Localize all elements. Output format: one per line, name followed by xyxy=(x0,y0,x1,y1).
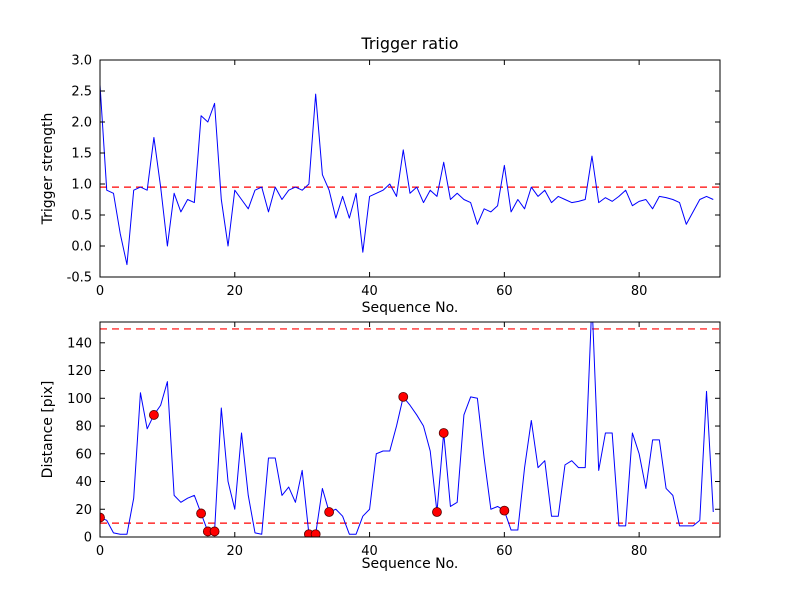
bottom-xlabel: Sequence No. xyxy=(362,556,459,572)
trigger-event-marker xyxy=(438,428,449,438)
y-tick-label: 40 xyxy=(75,475,92,490)
figure-title: Trigger ratio xyxy=(360,34,458,53)
y-tick-label: 60 xyxy=(75,447,92,462)
y-tick-label: 1.5 xyxy=(71,147,92,162)
top-xlabel: Sequence No. xyxy=(362,300,459,316)
trigger-event-marker xyxy=(499,505,510,516)
top-ylabel: Trigger strength xyxy=(40,113,56,226)
trigger-event-marker xyxy=(196,508,206,519)
axes-frame xyxy=(99,321,721,538)
x-tick-label: 20 xyxy=(227,284,244,299)
y-tick-label: 100 xyxy=(67,392,92,407)
y-tick-label: 2.0 xyxy=(71,116,92,131)
y-tick-label: 0.0 xyxy=(71,240,92,255)
trigger-event-marker xyxy=(432,507,442,517)
bottom-ylabel: Distance [pix] xyxy=(40,381,56,479)
trigger-event-marker xyxy=(100,512,105,523)
x-tick-label: 20 xyxy=(227,544,244,559)
y-tick-label: -0.5 xyxy=(67,271,92,286)
y-tick-label: 80 xyxy=(75,420,92,435)
trigger-event-marker xyxy=(398,391,409,402)
y-tick-label: 0.5 xyxy=(71,209,92,224)
y-tick-label: 3.0 xyxy=(71,54,92,69)
x-tick-label: 60 xyxy=(496,284,513,299)
distance-line xyxy=(100,322,714,535)
x-tick-label: 80 xyxy=(631,544,648,559)
y-tick-label: 20 xyxy=(75,503,92,518)
y-tick-label: 2.5 xyxy=(71,85,92,100)
trigger-event-marker xyxy=(324,507,335,517)
y-tick-label: 1.0 xyxy=(71,178,92,193)
y-tick-label: 0 xyxy=(84,531,92,546)
x-tick-label: 0 xyxy=(96,284,104,299)
trigger-event-marker xyxy=(310,529,321,537)
top-plot-trigger-strength: 0 20 40 60 80 -0.5 0.0 0.5 1.0 1.5 2.0 2.5 3.0 xyxy=(67,54,721,299)
bottom-plot-distance: 0 20 40 60 80 0 20 40 60 80 100 120 140 xyxy=(67,321,721,559)
x-tick-label: 0 xyxy=(96,544,104,559)
x-tick-label: 40 xyxy=(361,544,378,559)
x-tick-label: 60 xyxy=(496,544,513,559)
trigger-strength-line xyxy=(100,84,714,266)
trigger-event-marker xyxy=(209,526,220,537)
trigger-event-marker xyxy=(149,410,159,420)
x-tick-label: 40 xyxy=(361,284,378,299)
y-tick-label: 140 xyxy=(67,336,92,351)
x-tick-label: 80 xyxy=(631,284,648,299)
y-tick-label: 120 xyxy=(67,364,92,379)
axes-frame xyxy=(99,59,721,278)
